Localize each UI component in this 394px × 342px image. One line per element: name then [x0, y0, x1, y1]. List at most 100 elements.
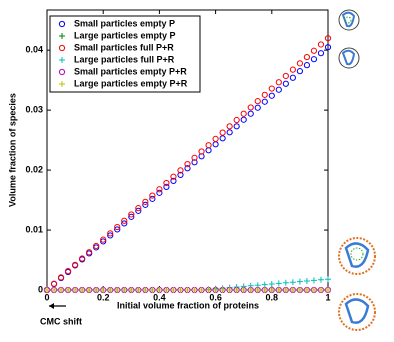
data-point — [51, 287, 58, 293]
data-point — [184, 287, 191, 293]
data-point — [170, 287, 177, 293]
data-point — [72, 287, 79, 293]
icon-proteins — [344, 16, 352, 24]
data-point — [156, 189, 163, 196]
data-point — [198, 287, 205, 293]
data-point — [233, 116, 240, 124]
data-point — [100, 238, 107, 245]
data-point — [114, 223, 121, 231]
data-point — [282, 279, 289, 286]
data-point — [107, 287, 114, 293]
legend-marker — [58, 68, 66, 76]
data-point — [303, 287, 310, 293]
x-tick-label: 0.2 — [97, 292, 110, 302]
data-point — [254, 98, 261, 105]
data-point — [240, 110, 247, 117]
data-point — [240, 287, 247, 293]
data-point — [163, 183, 170, 190]
data-point — [205, 147, 212, 154]
data-point — [317, 276, 324, 283]
data-point — [247, 104, 254, 111]
data-point — [57, 274, 65, 281]
data-point — [156, 186, 163, 193]
data-point — [163, 287, 170, 293]
data-point — [226, 129, 233, 136]
data-point — [275, 280, 282, 287]
legend-label: Small particles empty P+R — [74, 66, 187, 76]
y-tick-label: 0 — [38, 284, 43, 294]
x-axis-label: Initial volume fraction of proteins — [117, 300, 259, 310]
data-point — [64, 268, 72, 275]
data-point — [303, 278, 310, 285]
legend-marker — [58, 44, 66, 52]
data-point — [268, 92, 275, 99]
data-point — [65, 287, 72, 293]
data-point — [79, 255, 86, 262]
annotation: CMC shift — [40, 316, 82, 326]
data-point — [135, 205, 142, 212]
y-tick-label: 0.02 — [25, 164, 43, 174]
data-point — [121, 287, 128, 293]
data-point — [268, 287, 275, 293]
data-point — [226, 123, 233, 130]
legend-marker — [58, 20, 66, 28]
x-tick-label: 0.4 — [153, 292, 166, 302]
data-point — [93, 242, 100, 250]
data-point — [296, 60, 303, 67]
data-point — [142, 201, 149, 208]
data-point — [114, 287, 121, 293]
data-point — [233, 123, 240, 130]
data-point — [325, 287, 331, 293]
data-point — [310, 56, 318, 63]
legend-label: Large particles empty P+R — [74, 78, 188, 88]
data-point — [44, 287, 50, 293]
data-point — [324, 44, 332, 51]
legend-label: Large particles empty P — [74, 30, 176, 40]
data-point — [310, 287, 317, 293]
data-point — [191, 159, 198, 166]
data-point — [107, 230, 114, 237]
data-point — [261, 281, 268, 288]
data-point — [170, 177, 177, 184]
data-point — [261, 91, 268, 98]
data-point — [282, 80, 289, 87]
data-point — [275, 86, 282, 93]
data-point — [303, 62, 311, 69]
data-point — [247, 110, 254, 117]
data-point — [289, 287, 296, 293]
x-tick-label: 0.6 — [209, 292, 222, 302]
data-point — [233, 287, 240, 293]
icon-proteins — [350, 247, 364, 261]
data-point — [198, 148, 205, 155]
icon-particle — [341, 11, 356, 28]
data-point — [212, 287, 219, 293]
data-point — [310, 47, 318, 54]
data-point — [114, 226, 121, 233]
data-point — [268, 85, 275, 92]
x-tick-label: 1 — [325, 292, 330, 302]
data-point — [296, 68, 303, 75]
data-point — [86, 287, 93, 293]
data-point — [121, 217, 128, 224]
data-point — [50, 280, 58, 287]
data-point — [128, 213, 135, 220]
data-point — [149, 192, 156, 199]
data-point — [275, 287, 282, 293]
x-tick-label: 0.8 — [266, 292, 279, 302]
legend-label: Small particles empty P — [74, 18, 175, 28]
data-point — [317, 287, 324, 293]
data-point — [128, 287, 135, 293]
icon-membrane — [338, 237, 376, 275]
icon — [338, 9, 376, 331]
y-axis-label: Volume fraction of species — [7, 93, 17, 207]
data-point — [205, 142, 212, 149]
data-point — [296, 287, 303, 293]
data-point — [324, 35, 332, 42]
data-point — [149, 195, 156, 202]
data-point — [219, 129, 226, 136]
legend-marker — [59, 57, 65, 63]
data-point — [191, 287, 198, 293]
y-tick-label: 0.03 — [25, 105, 43, 115]
data-point — [184, 160, 191, 168]
